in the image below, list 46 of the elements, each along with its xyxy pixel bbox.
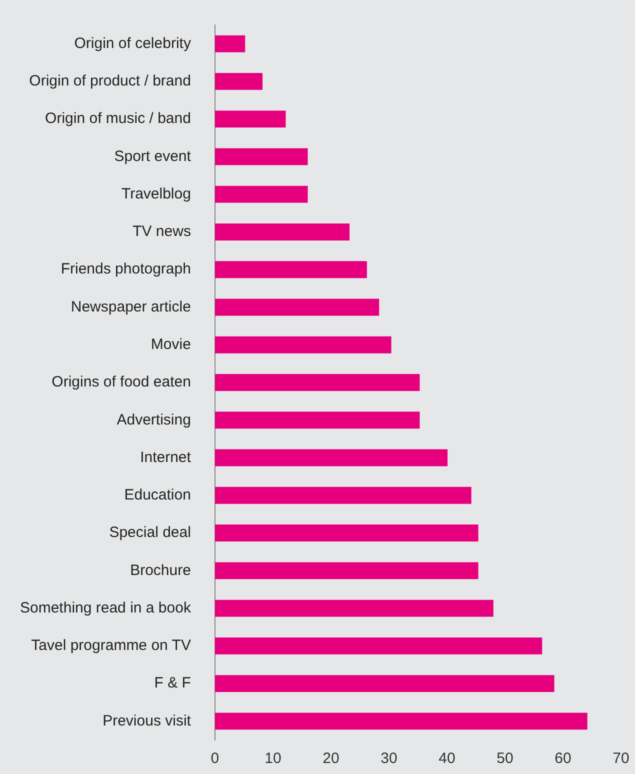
x-tick-label: 40 xyxy=(438,750,456,768)
bar xyxy=(214,298,380,316)
y-tick-label: Origin of product / brand xyxy=(29,72,191,90)
bar xyxy=(214,35,246,52)
y-tick-label: Advertising xyxy=(116,411,191,428)
bar xyxy=(214,600,494,617)
bar xyxy=(214,675,554,692)
y-tick-label: Newspaper article xyxy=(70,298,191,316)
bar xyxy=(214,486,472,504)
bar xyxy=(214,224,350,240)
bar xyxy=(214,562,478,580)
bar xyxy=(214,449,448,466)
y-tick-label: Sport event xyxy=(114,148,192,165)
y-tick-label: Friends photograph xyxy=(60,260,191,278)
x-tick-label: 20 xyxy=(322,750,340,768)
bar xyxy=(214,261,367,278)
y-tick-label: Previous visit xyxy=(102,712,192,730)
bar xyxy=(214,186,308,203)
bar xyxy=(214,110,286,128)
x-tick-label: 50 xyxy=(496,750,514,768)
bar xyxy=(214,712,588,730)
y-tick-label: Brochure xyxy=(130,562,191,579)
y-tick-label: TV news xyxy=(132,223,191,240)
bar xyxy=(214,72,263,90)
x-tick-label: 0 xyxy=(210,750,220,768)
bar xyxy=(214,336,392,354)
x-tick-label: 70 xyxy=(612,750,630,768)
y-tick-label: Travelblog xyxy=(121,185,191,202)
x-tick-label: 10 xyxy=(264,750,282,768)
y-tick-label: Tavel programme on TV xyxy=(31,637,191,654)
y-tick-label: Origin of celebrity xyxy=(74,34,192,52)
bar xyxy=(214,374,420,391)
bar xyxy=(214,148,308,166)
y-tick-label: Something read in a book xyxy=(20,599,192,616)
x-tick-label: 60 xyxy=(554,750,572,768)
bar xyxy=(214,637,542,654)
bar xyxy=(214,524,478,542)
y-tick-label: Movie xyxy=(150,336,191,354)
y-tick-label: Education xyxy=(124,486,191,504)
y-tick-label: F & F xyxy=(154,674,191,692)
y-tick-label: Origins of food eaten xyxy=(52,374,191,391)
y-tick-label: Origin of music / band xyxy=(45,110,191,128)
x-tick-label: 30 xyxy=(380,750,398,768)
y-tick-label: Internet xyxy=(140,448,192,466)
y-tick-label: Special deal xyxy=(109,524,191,542)
bar xyxy=(214,412,420,429)
